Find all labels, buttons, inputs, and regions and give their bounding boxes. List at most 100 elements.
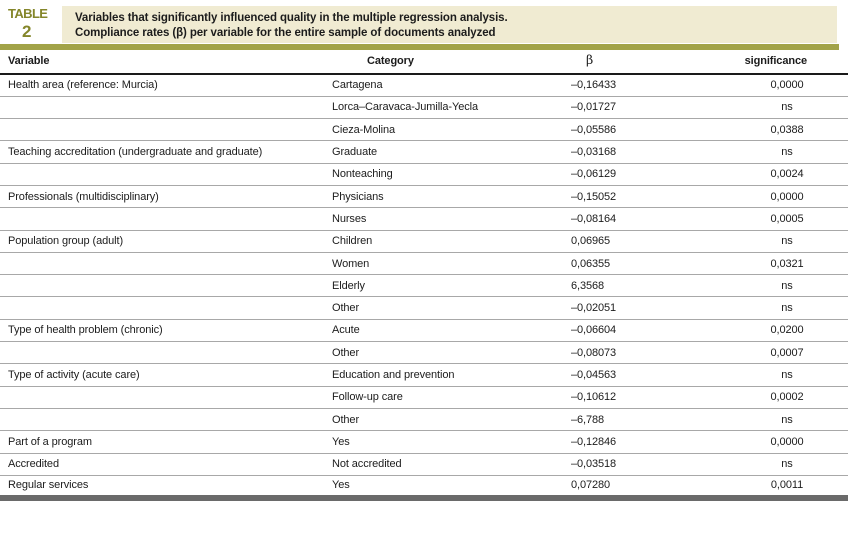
significance-cell: 0,0000 <box>726 430 848 454</box>
category-cell: Elderly <box>324 274 560 298</box>
beta-cell: –0,04563 <box>560 363 726 387</box>
table-row: Nonteaching –0,06129 0,0024 <box>0 163 848 186</box>
significance-cell: ns <box>726 408 848 432</box>
beta-cell: –0,06129 <box>560 163 726 186</box>
table-row: Accredited Not accredited –0,03518 ns <box>0 453 848 476</box>
category-cell: Yes <box>332 479 350 492</box>
beta-cell: –0,01727 <box>560 96 726 120</box>
beta-cell: –0,03518 <box>560 453 726 476</box>
category-cell: Education and prevention <box>324 363 560 387</box>
divider-bar <box>0 44 839 50</box>
significance-cell: 0,0011 <box>770 479 804 492</box>
table-row: Nurses –0,08164 0,0005 <box>0 207 848 231</box>
category-cell: Other <box>324 408 560 432</box>
variable-cell: Part of a program <box>0 430 324 454</box>
significance-cell: 0,0000 <box>726 185 848 209</box>
category-cell: Lorca–Caravaca-Jumilla-Yecla <box>324 96 560 120</box>
category-cell: Cartagena <box>324 74 560 97</box>
table-label: TABLE 2 <box>0 6 62 43</box>
beta-cell: 0,07280 <box>571 479 611 492</box>
table-title-line2: Compliance rates (β) per variable for th… <box>75 27 496 39</box>
variable-cell: Professionals (multidisciplinary) <box>0 185 324 209</box>
significance-cell: 0,0388 <box>726 118 848 142</box>
beta-cell: –6,788 <box>560 408 726 432</box>
table-row: Type of health problem (chronic) Acute –… <box>0 319 848 343</box>
table-row: Lorca–Caravaca-Jumilla-Yecla –0,01727 ns <box>0 96 848 120</box>
beta-cell: –0,15052 <box>560 185 726 209</box>
category-cell: Cieza-Molina <box>324 118 560 142</box>
beta-cell: 0,06355 <box>560 252 726 276</box>
table-caption-block: TABLE 2 Variables that significantly inf… <box>0 6 848 43</box>
category-cell: Graduate <box>324 140 560 164</box>
beta-cell: 0,06965 <box>560 230 726 253</box>
table-row: Health area (reference: Murcia) Cartagen… <box>0 74 848 97</box>
table-row: Women 0,06355 0,0321 <box>0 252 848 276</box>
variable-cell <box>0 118 324 142</box>
beta-cell: –0,08073 <box>560 341 726 365</box>
table-row: Cieza-Molina –0,05586 0,0388 <box>0 118 848 142</box>
significance-cell: ns <box>726 96 848 120</box>
category-cell: Other <box>324 341 560 365</box>
significance-cell: 0,0200 <box>726 319 848 343</box>
significance-cell: 0,0005 <box>726 207 848 231</box>
beta-cell: –0,10612 <box>560 386 726 409</box>
variable-cell <box>0 96 324 120</box>
beta-cell: –0,02051 <box>560 296 726 320</box>
variable-cell <box>0 252 324 276</box>
category-cell: Nonteaching <box>324 163 560 186</box>
column-header-significance: significance <box>726 52 848 75</box>
table-row: Other –0,08073 0,0007 <box>0 341 848 365</box>
table-row: Type of activity (acute care) Education … <box>0 363 848 387</box>
category-cell: Acute <box>324 319 560 343</box>
table-title-line1: Variables that significantly influenced … <box>75 12 508 24</box>
significance-cell: ns <box>726 296 848 320</box>
category-cell: Not accredited <box>324 453 560 476</box>
variable-cell: Teaching accreditation (undergraduate an… <box>0 140 324 164</box>
table-row: Follow-up care –0,10612 0,0002 <box>0 386 848 409</box>
variable-cell: Health area (reference: Murcia) <box>0 74 324 97</box>
significance-cell: ns <box>726 274 848 298</box>
column-header-category: Category <box>324 52 560 75</box>
significance-cell: 0,0000 <box>726 74 848 97</box>
table-row: Regular services Yes 0,07280 0,0011 <box>0 475 848 497</box>
table-row: Other –6,788 ns <box>0 408 848 432</box>
variable-cell <box>0 296 324 320</box>
table-label-word: TABLE <box>8 6 48 21</box>
significance-cell: 0,0321 <box>726 252 848 276</box>
significance-cell: ns <box>726 363 848 387</box>
beta-cell: –0,06604 <box>560 319 726 343</box>
significance-cell: ns <box>726 230 848 253</box>
beta-cell: –0,08164 <box>560 207 726 231</box>
significance-cell: 0,0024 <box>726 163 848 186</box>
variable-cell: Type of activity (acute care) <box>0 363 324 387</box>
beta-cell: –0,16433 <box>560 74 726 97</box>
column-header-beta: β <box>560 52 726 75</box>
variable-cell: Accredited <box>0 453 324 476</box>
category-cell: Children <box>324 230 560 253</box>
variable-cell <box>0 408 324 432</box>
table-row: Teaching accreditation (undergraduate an… <box>0 140 848 164</box>
beta-cell: –0,12846 <box>560 430 726 454</box>
table-row: Other –0,02051 ns <box>0 296 848 320</box>
beta-cell: –0,03168 <box>560 140 726 164</box>
table-row: Professionals (multidisciplinary) Physic… <box>0 185 848 209</box>
table-label-number: 2 <box>22 22 32 41</box>
variable-cell <box>0 163 324 186</box>
category-cell: Follow-up care <box>324 386 560 409</box>
category-cell: Physicians <box>324 185 560 209</box>
category-cell: Nurses <box>324 207 560 231</box>
table-row: Population group (adult) Children 0,0696… <box>0 230 848 253</box>
regression-table: Variable Category β significance Health … <box>0 52 848 501</box>
table-title: Variables that significantly influenced … <box>62 6 837 43</box>
variable-cell <box>0 207 324 231</box>
column-header-variable: Variable <box>0 52 324 75</box>
table-header-row: Variable Category β significance <box>0 52 848 75</box>
significance-cell: 0,0007 <box>726 341 848 365</box>
table-row: Elderly 6,3568 ns <box>0 274 848 298</box>
variable-cell <box>0 274 324 298</box>
category-cell: Yes <box>324 430 560 454</box>
table-row: Part of a program Yes –0,12846 0,0000 <box>0 430 848 454</box>
significance-cell: 0,0002 <box>726 386 848 409</box>
variable-cell <box>0 341 324 365</box>
significance-cell: ns <box>726 453 848 476</box>
